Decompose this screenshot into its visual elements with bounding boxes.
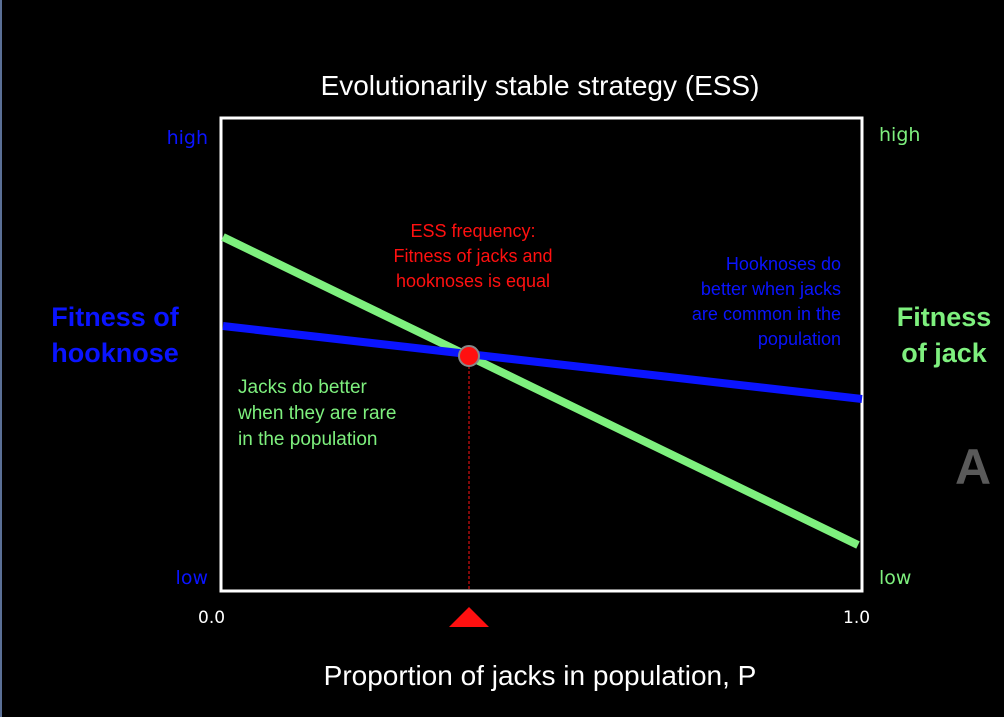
- y-axis-left-line2: hooknose: [51, 338, 179, 368]
- jack-annotation-line2: when they are rare: [238, 403, 397, 424]
- y-axis-right-line1: Fitness: [896, 302, 992, 332]
- hooknose-annotation-line2: better when jacks: [700, 279, 841, 299]
- hooknose-annotation-line4: population: [757, 329, 841, 349]
- ess-annotation-line1: ESS frequency:: [410, 221, 536, 241]
- plot-frame: [219, 116, 864, 593]
- left-high-label: high: [166, 127, 208, 149]
- x-tick-1: 1.0: [843, 608, 871, 628]
- y-axis-left-line1: Fitness of: [51, 302, 179, 332]
- hooknose-annotation: Hooknoses do better when jacks are commo…: [610, 252, 841, 352]
- jack-fitness-line: [221, 233, 860, 549]
- ess-annotation-line2: Fitness of jacks and: [393, 246, 553, 266]
- panel-letter: A: [955, 439, 992, 495]
- ess-point-marker: [458, 345, 480, 367]
- hooknose-annotation-line3: are common in the: [691, 304, 841, 324]
- right-high-label: high: [879, 124, 921, 146]
- hooknose-annotation-line1: Hooknoses do: [725, 254, 841, 274]
- y-axis-right-line2: of jack: [901, 338, 987, 368]
- jack-annotation-line3: in the population: [238, 429, 378, 450]
- hooknose-fitness-line: [222, 322, 863, 403]
- jack-annotation-line1: Jacks do better: [238, 377, 367, 398]
- x-axis-label: Proportion of jacks in population, P: [323, 660, 757, 691]
- chart-title: Evolutionarily stable strategy (ESS): [320, 70, 760, 101]
- ess-triangle-marker-icon: [449, 607, 489, 627]
- jack-annotation: Jacks do better when they are rare in th…: [238, 375, 458, 453]
- y-axis-label-right: Fitness of jack: [884, 299, 1004, 371]
- left-low-label: low: [175, 567, 208, 589]
- ess-annotation: ESS frequency: Fitness of jacks and hook…: [355, 219, 591, 294]
- y-axis-label-left: Fitness of hooknose: [30, 299, 200, 371]
- slide-left-border: [0, 0, 2, 717]
- right-low-label: low: [879, 567, 912, 589]
- ess-annotation-line3: hooknoses is equal: [395, 271, 551, 291]
- x-tick-0: 0.0: [198, 608, 226, 628]
